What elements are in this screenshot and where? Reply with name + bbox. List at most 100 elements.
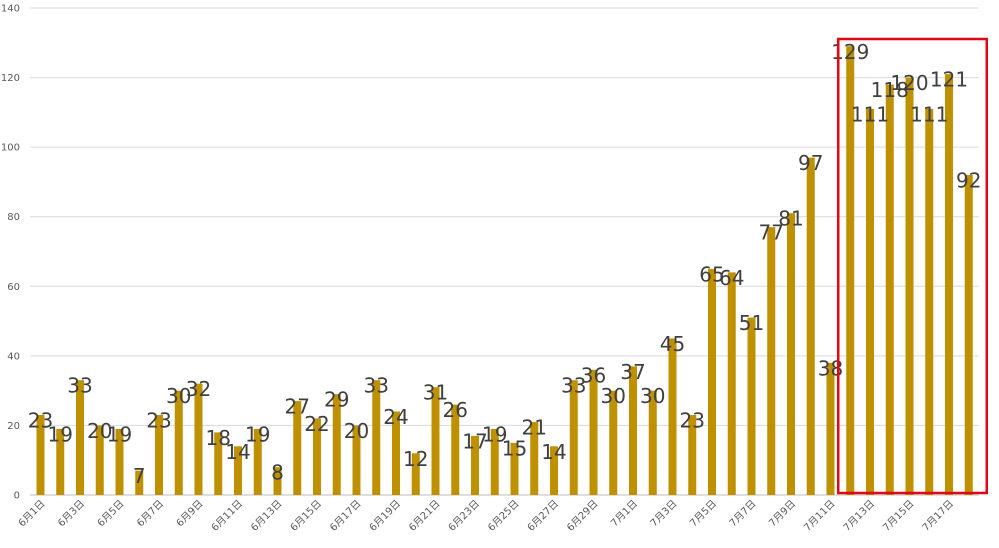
data-label: 51 — [739, 311, 764, 335]
data-label: 92 — [956, 168, 981, 192]
bar — [332, 394, 341, 495]
bar — [569, 380, 578, 495]
bar — [629, 366, 637, 495]
x-tick-label: 6月15日 — [288, 498, 324, 534]
bar — [866, 108, 874, 495]
data-label: 19 — [107, 422, 132, 446]
data-label: 30 — [166, 384, 191, 408]
data-label: 29 — [324, 388, 349, 412]
bar — [945, 74, 953, 495]
data-label: 120 — [890, 71, 928, 95]
highlight-box — [837, 37, 988, 495]
bar — [471, 435, 479, 495]
bar — [609, 390, 618, 495]
bar — [806, 157, 815, 496]
bar — [253, 428, 262, 495]
bar — [431, 387, 440, 495]
data-label: 8 — [271, 461, 284, 485]
data-label: 33 — [561, 374, 586, 398]
data-label: 19 — [48, 422, 73, 446]
bar — [95, 425, 104, 495]
data-label: 65 — [699, 262, 724, 286]
bar — [688, 414, 697, 495]
bar — [56, 428, 65, 495]
bar — [905, 77, 914, 496]
data-label: 20 — [344, 419, 369, 443]
data-label: 23 — [28, 408, 53, 432]
x-tick-label: 6月11日 — [209, 498, 245, 534]
data-label: 81 — [778, 207, 803, 231]
x-tick-label: 7月13日 — [841, 498, 877, 534]
bar — [925, 108, 934, 495]
bar — [589, 369, 598, 495]
data-label: 77 — [759, 221, 784, 245]
x-tick-label: 7月5日 — [687, 498, 719, 530]
data-label: 19 — [245, 422, 270, 446]
x-tick-label: 6月27日 — [525, 498, 561, 534]
bars — [36, 46, 973, 496]
data-label: 24 — [383, 405, 408, 429]
x-tick-label: 7月17日 — [920, 498, 956, 534]
bar — [787, 213, 795, 495]
bar — [411, 453, 420, 495]
y-axis-ticks: 0 20 40 60 80 100 120 140 — [1, 4, 20, 502]
data-label: 23 — [146, 408, 171, 432]
data-label: 37 — [620, 360, 645, 384]
bar — [313, 418, 321, 495]
data-label: 64 — [719, 266, 744, 290]
x-tick-label: 6月23日 — [446, 498, 482, 534]
y-tick-label: 40 — [7, 351, 20, 362]
x-tick-label: 6月25日 — [485, 498, 521, 534]
data-label: 45 — [660, 332, 685, 356]
x-tick-label: 7月3日 — [648, 498, 680, 530]
data-label: 20 — [87, 419, 112, 443]
data-label: 19 — [482, 422, 507, 446]
bar — [885, 84, 894, 496]
data-label: 36 — [581, 363, 606, 387]
bar — [668, 338, 677, 495]
bar — [550, 446, 558, 495]
bar — [767, 227, 776, 495]
data-label: 23 — [680, 408, 705, 432]
bar — [490, 428, 499, 495]
bar — [530, 421, 539, 495]
data-label: 32 — [186, 377, 211, 401]
bar — [135, 470, 144, 495]
bar — [510, 442, 519, 495]
bar — [214, 432, 223, 495]
data-label: 17 — [462, 429, 487, 453]
data-label: 33 — [364, 374, 389, 398]
bar — [174, 390, 183, 495]
data-label: 18 — [206, 426, 231, 450]
data-label: 118 — [871, 78, 909, 102]
data-label: 22 — [304, 412, 329, 436]
x-tick-label: 6月17日 — [327, 498, 363, 534]
data-label: 21 — [522, 415, 547, 439]
bar — [451, 404, 460, 495]
x-tick-label: 6月7日 — [134, 498, 166, 530]
x-tick-label: 6月19日 — [367, 498, 403, 534]
x-tick-label: 7月9日 — [766, 498, 798, 530]
data-label: 14 — [225, 440, 250, 464]
x-tick-label: 6月9日 — [174, 498, 206, 530]
x-tick-label: 6月29日 — [564, 498, 600, 534]
x-tick-label: 6月5日 — [95, 498, 127, 530]
data-label: 15 — [502, 436, 527, 460]
y-tick-label: 120 — [1, 73, 20, 84]
data-label: 12 — [403, 447, 428, 471]
bar — [846, 46, 855, 496]
bar — [964, 174, 973, 495]
bar — [234, 446, 242, 495]
bar — [372, 380, 381, 495]
x-tick-label: 6月13日 — [248, 498, 284, 534]
x-tick-label: 7月11日 — [801, 498, 837, 534]
bar — [392, 411, 400, 495]
bar — [727, 272, 736, 495]
gridlines — [30, 7, 979, 496]
x-tick-label: 6月3日 — [55, 498, 87, 530]
data-label: 121 — [930, 68, 968, 92]
bar — [194, 383, 203, 495]
bar — [155, 414, 163, 495]
data-label: 7 — [133, 464, 146, 488]
bar — [36, 414, 45, 495]
